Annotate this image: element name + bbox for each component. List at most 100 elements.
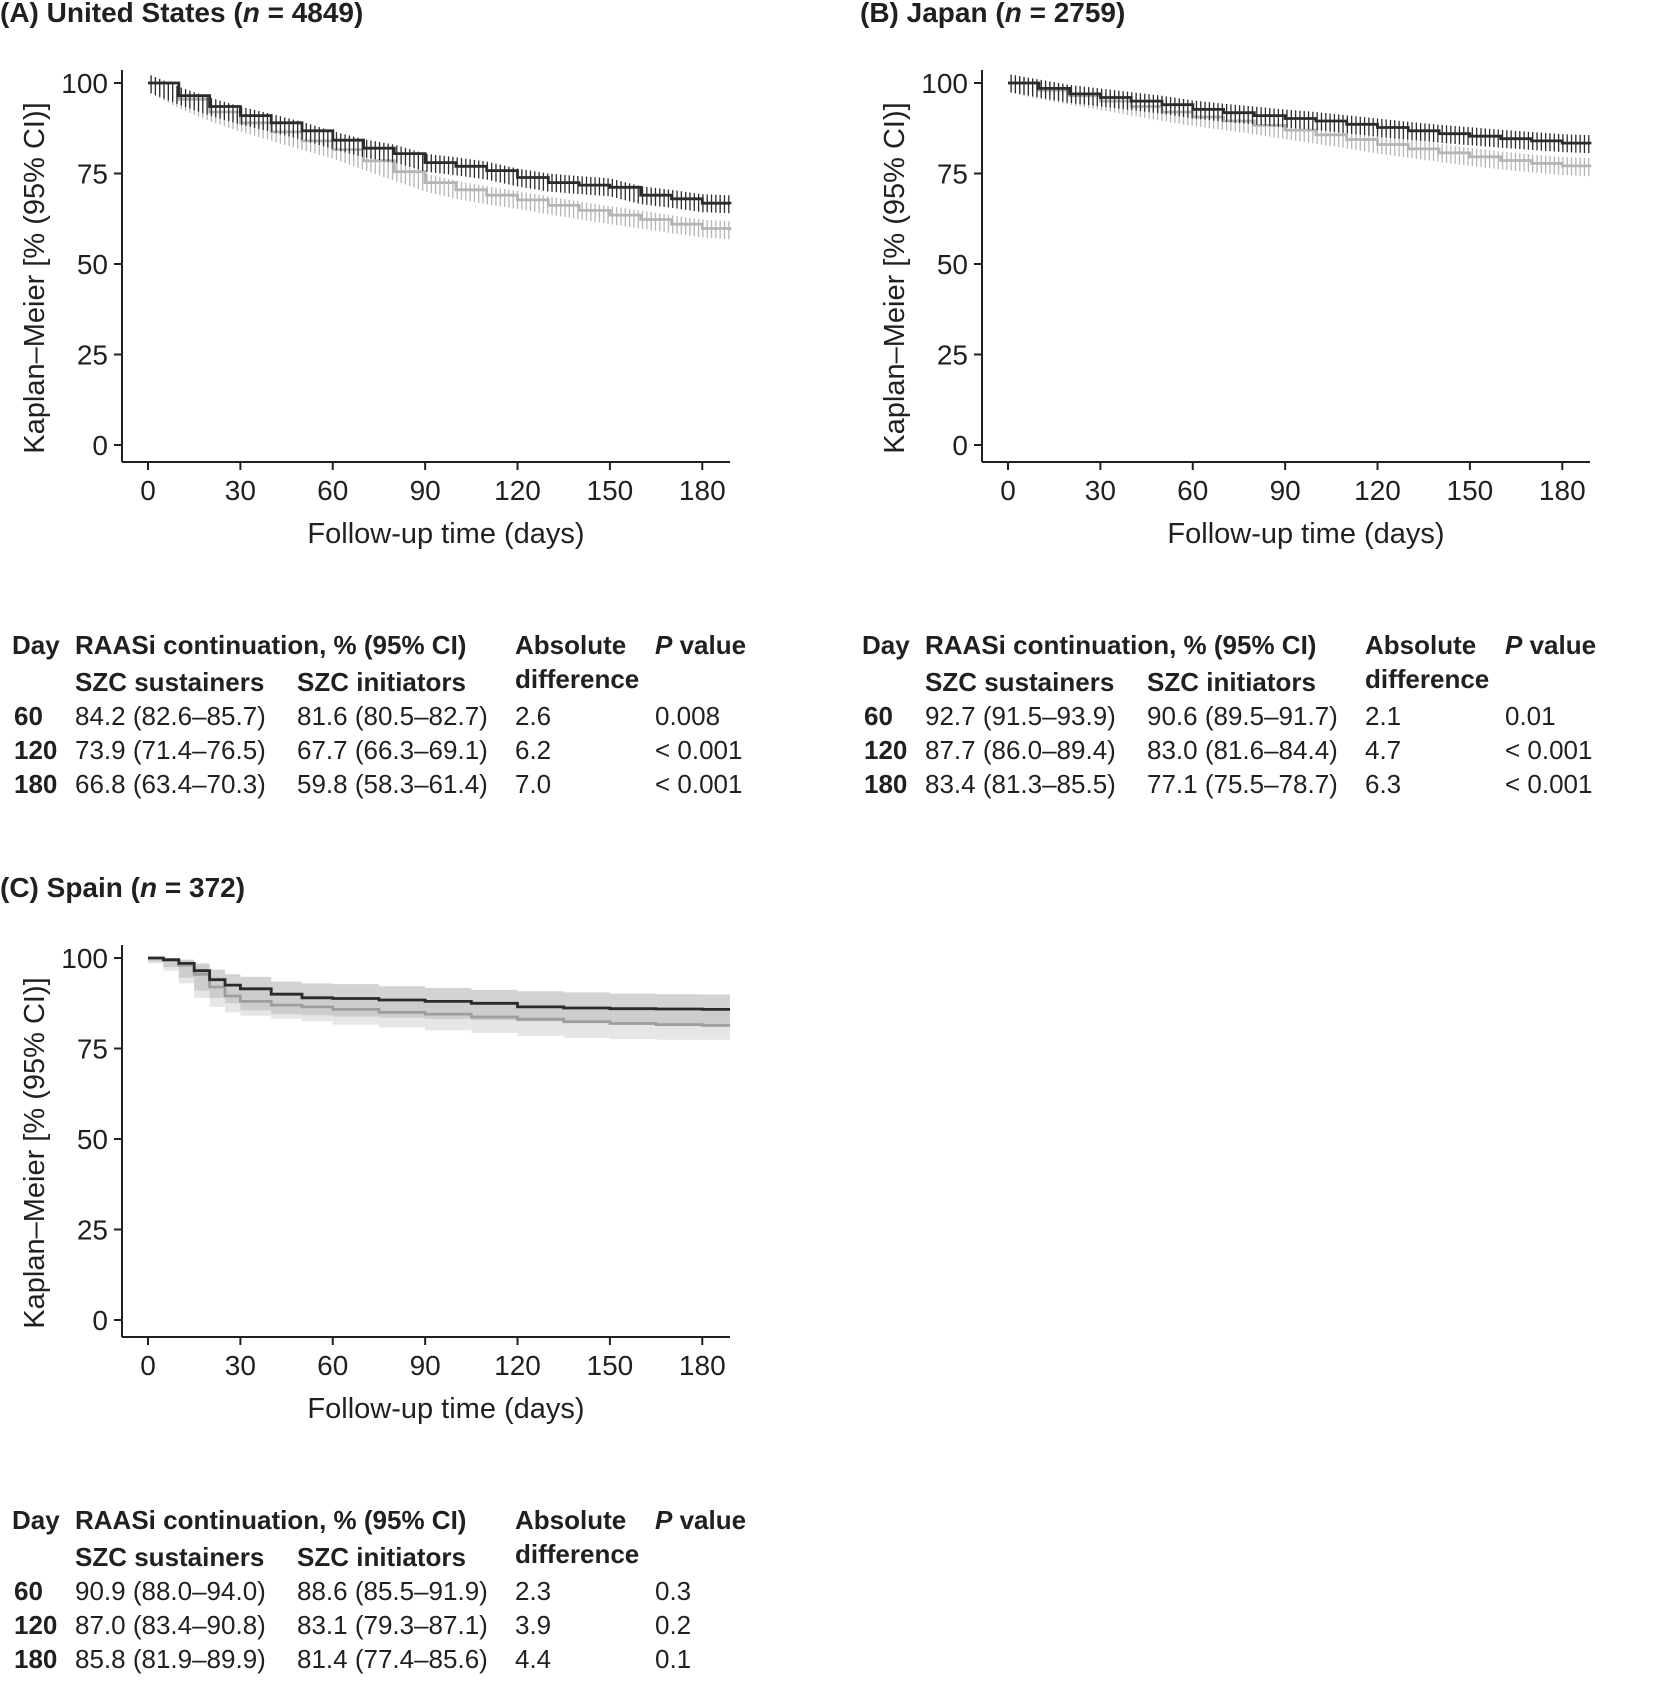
- row-day: 180: [14, 769, 58, 799]
- km-chart: 0 25 50 75 100 0 30 60 90 120 150 180 Follow-up time…: [19, 68, 732, 550]
- x-tick-label: 180: [679, 475, 726, 506]
- row-p-value: < 0.001: [655, 769, 743, 799]
- row-p-value: 0.3: [655, 1576, 692, 1606]
- col-header-absolute: Absolute: [515, 630, 627, 660]
- y-tick-label: 0: [952, 430, 968, 461]
- row-absolute-difference: 4.4: [515, 1644, 552, 1674]
- km-curve: [148, 956, 730, 1027]
- x-tick-label: 120: [1354, 475, 1401, 506]
- row-initiators: 83.1 (79.3–87.1): [297, 1610, 488, 1640]
- x-tick-label: 30: [225, 1350, 256, 1381]
- panel-title: (C) Spain (n = 372): [0, 872, 246, 903]
- row-initiators: 81.4 (77.4–85.6): [297, 1644, 488, 1674]
- x-tick-label: 150: [1447, 475, 1494, 506]
- col-header-sustainers: SZC sustainers: [75, 667, 265, 697]
- x-tick-label: 60: [317, 1350, 348, 1381]
- km-chart: 0 25 50 75 100 0 30 60 90 120 150 180 Follow-up time…: [19, 943, 730, 1425]
- row-absolute-difference: 4.7: [1365, 735, 1402, 765]
- y-tick-label: 25: [937, 340, 968, 371]
- x-axis-label: Follow-up time (days): [1167, 518, 1444, 550]
- row-day: 120: [14, 1610, 58, 1640]
- row-absolute-difference: 2.3: [515, 1576, 552, 1606]
- panel-title: (B) Japan (n = 2759): [860, 0, 1126, 28]
- row-sustainers: 90.9 (88.0–94.0): [75, 1576, 266, 1606]
- col-header-sustainers: SZC sustainers: [75, 1542, 265, 1572]
- km-curve: [1008, 81, 1592, 145]
- col-header-continuation: RAASi continuation, % (95% CI): [75, 1505, 467, 1535]
- row-initiators: 90.6 (89.5–91.7): [1147, 701, 1338, 731]
- y-axis-label: Kaplan–Meier [% (95% CI)]: [879, 102, 911, 453]
- x-tick-label: 0: [1000, 475, 1016, 506]
- row-day: 120: [864, 735, 908, 765]
- row-p-value: < 0.001: [1505, 735, 1593, 765]
- x-tick-label: 150: [587, 475, 634, 506]
- x-tick-label: 90: [410, 475, 441, 506]
- y-tick-label: 100: [921, 68, 968, 99]
- col-header-initiators: SZC initiators: [297, 667, 467, 697]
- row-p-value: 0.01: [1505, 701, 1556, 731]
- col-header-sustainers: SZC sustainers: [925, 667, 1115, 697]
- y-tick-label: 25: [77, 340, 108, 371]
- km-curve: [148, 81, 732, 231]
- row-p-value: 0.008: [655, 701, 721, 731]
- col-header-day: Day: [12, 630, 60, 660]
- x-tick-label: 120: [494, 475, 541, 506]
- x-tick-label: 30: [1085, 475, 1116, 506]
- y-tick-label: 75: [77, 1034, 108, 1065]
- row-initiators: 83.0 (81.6–84.4): [1147, 735, 1338, 765]
- y-tick-label: 50: [77, 1124, 108, 1155]
- col-header-p-value: P value: [1505, 630, 1597, 660]
- row-p-value: 0.2: [655, 1610, 692, 1640]
- row-sustainers: 85.8 (81.9–89.9): [75, 1644, 266, 1674]
- row-initiators: 81.6 (80.5–82.7): [297, 701, 488, 731]
- row-day: 60: [14, 1576, 43, 1606]
- row-absolute-difference: 6.2: [515, 735, 552, 765]
- col-header-initiators: SZC initiators: [1147, 667, 1317, 697]
- x-tick-label: 30: [225, 475, 256, 506]
- row-initiators: 77.1 (75.5–78.7): [1147, 769, 1338, 799]
- row-sustainers: 73.9 (71.4–76.5): [75, 735, 266, 765]
- row-absolute-difference: 3.9: [515, 1610, 552, 1640]
- y-tick-label: 75: [937, 159, 968, 190]
- x-tick-label: 120: [494, 1350, 541, 1381]
- col-header-p-value: P value: [655, 630, 747, 660]
- row-sustainers: 92.7 (91.5–93.9): [925, 701, 1116, 731]
- x-tick-label: 0: [140, 1350, 156, 1381]
- y-tick-label: 75: [77, 159, 108, 190]
- row-initiators: 67.7 (66.3–69.1): [297, 735, 488, 765]
- col-header-day: Day: [12, 1505, 60, 1535]
- x-tick-label: 60: [317, 475, 348, 506]
- x-tick-label: 150: [587, 1350, 634, 1381]
- row-sustainers: 84.2 (82.6–85.7): [75, 701, 266, 731]
- panel-title: (A) United States (n = 4849): [0, 0, 364, 28]
- y-axis-label: Kaplan–Meier [% (95% CI)]: [19, 102, 51, 453]
- km-curve: [148, 81, 732, 205]
- km-chart: 0 25 50 75 100 0 30 60 90 120 150 180 Follow-up time…: [879, 68, 1592, 550]
- col-header-absolute: Absolute: [1365, 630, 1477, 660]
- row-absolute-difference: 7.0: [515, 769, 552, 799]
- col-header-continuation: RAASi continuation, % (95% CI): [75, 630, 467, 660]
- col-header-difference: difference: [1365, 664, 1490, 694]
- y-tick-label: 50: [77, 249, 108, 280]
- row-p-value: < 0.001: [1505, 769, 1593, 799]
- col-header-difference: difference: [515, 1539, 640, 1569]
- row-day: 180: [14, 1644, 58, 1674]
- col-header-difference: difference: [515, 664, 640, 694]
- y-tick-label: 0: [92, 430, 108, 461]
- x-tick-label: 60: [1177, 475, 1208, 506]
- row-p-value: < 0.001: [655, 735, 743, 765]
- col-header-p-value: P value: [655, 1505, 747, 1535]
- km-curve: [148, 956, 730, 1011]
- y-tick-label: 50: [937, 249, 968, 280]
- x-axis-label: Follow-up time (days): [307, 518, 584, 550]
- x-tick-label: 0: [140, 475, 156, 506]
- row-p-value: 0.1: [655, 1644, 692, 1674]
- y-tick-label: 0: [92, 1305, 108, 1336]
- row-day: 60: [864, 701, 893, 731]
- col-header-continuation: RAASi continuation, % (95% CI): [925, 630, 1317, 660]
- x-tick-label: 90: [410, 1350, 441, 1381]
- row-absolute-difference: 2.1: [1365, 701, 1402, 731]
- row-absolute-difference: 2.6: [515, 701, 552, 731]
- col-header-initiators: SZC initiators: [297, 1542, 467, 1572]
- y-tick-label: 25: [77, 1215, 108, 1246]
